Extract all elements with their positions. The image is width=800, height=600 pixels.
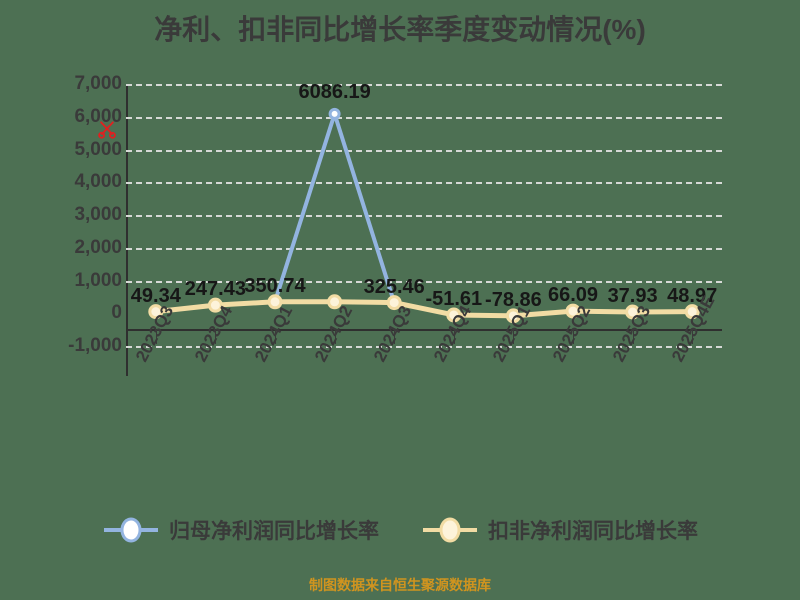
series-line [153, 299, 695, 319]
legend-label: 归母净利润同比增长率 [169, 520, 379, 543]
data-point-label: 247.43 [184, 278, 246, 301]
data-point-marker[interactable] [684, 304, 700, 320]
x-axis-tick [632, 330, 634, 344]
legend-marker-icon [104, 517, 158, 543]
legend-item[interactable]: 归母净利润同比增长率 [102, 515, 379, 545]
x-axis-tick [453, 330, 455, 344]
y-axis-labels: 7,000 6,000 5,000 4,000 3,000 2,000 1,000 0 -1,0… [30, 73, 122, 356]
data-point-marker[interactable] [565, 303, 581, 319]
gridline [126, 247, 722, 250]
x-axis-tick [394, 330, 396, 344]
data-point-label: 37.93 [607, 285, 658, 307]
gridline [126, 215, 722, 217]
y-axis-tick-label: 6,000 [74, 105, 122, 127]
x-axis-tick [692, 330, 694, 344]
y-axis-tick-label: 5,000 [74, 138, 122, 160]
y-axis-tick-label: 3,000 [74, 204, 122, 225]
page-title: 净利、扣非同比增长率季度变动情况(%) [154, 14, 646, 45]
data-point-marker[interactable] [446, 307, 462, 323]
legend-item[interactable]: 扣非净利润同比增长率 [421, 515, 698, 545]
y-axis-tick-label: 4,000 [74, 171, 122, 193]
data-point-label: 66.09 [547, 284, 599, 307]
x-axis-tick [334, 330, 336, 344]
gridline [126, 116, 722, 119]
y-axis-tick-label: 1,000 [74, 269, 122, 291]
data-point-label: 325.46 [363, 275, 425, 298]
data-point-marker[interactable] [327, 294, 343, 310]
data-point-marker[interactable] [148, 304, 164, 320]
x-axis-tick [275, 330, 276, 344]
data-point-label: -51.61 [425, 287, 483, 310]
data-point-label: 350.74 [244, 274, 306, 297]
scissors-icon[interactable] [97, 119, 117, 139]
gridline [126, 346, 722, 348]
plot-area [126, 84, 722, 376]
y-axis-tick-label: 0 [111, 302, 122, 324]
gridline [126, 280, 722, 283]
y-axis-tick-label: 7,000 [74, 73, 122, 94]
x-axis-tick [215, 330, 217, 344]
y-axis-line [126, 84, 128, 376]
data-point-marker[interactable] [386, 295, 402, 311]
legend-label: 扣非净利润同比增长率 [488, 520, 698, 543]
chart-legend: 归母净利润同比增长率 扣非净利润同比增长率 [0, 515, 800, 545]
gridline [126, 84, 722, 86]
data-point-marker[interactable] [505, 308, 521, 324]
x-axis-line [126, 329, 722, 331]
data-point-marker[interactable] [207, 297, 223, 313]
data-point-marker[interactable] [267, 294, 283, 310]
data-point-label: 49.34 [130, 284, 181, 307]
x-axis-tick [513, 330, 515, 344]
data-point-marker[interactable] [328, 107, 341, 120]
x-axis-labels: 2023Q3 2023Q4 2024Q1 2024Q2 2024Q3 2024Q4 2025… [126, 293, 722, 462]
data-point-marker[interactable] [625, 304, 641, 320]
gridline [126, 149, 722, 152]
series-layer [148, 107, 700, 324]
y-axis-tick-label: -1,000 [68, 335, 122, 356]
legend-marker-icon [423, 517, 477, 543]
gridline [126, 182, 722, 185]
footer-note: 制图数据来自恒生聚源数据库 [309, 577, 491, 593]
x-axis-tick [155, 330, 157, 344]
data-point-label: 48.97 [667, 284, 718, 307]
x-axis-tick [573, 330, 574, 344]
y-axis-tick-label: 2,000 [74, 236, 122, 258]
data-point-label: 6086.19 [298, 80, 371, 103]
data-point-label: -78.86 [485, 288, 542, 311]
